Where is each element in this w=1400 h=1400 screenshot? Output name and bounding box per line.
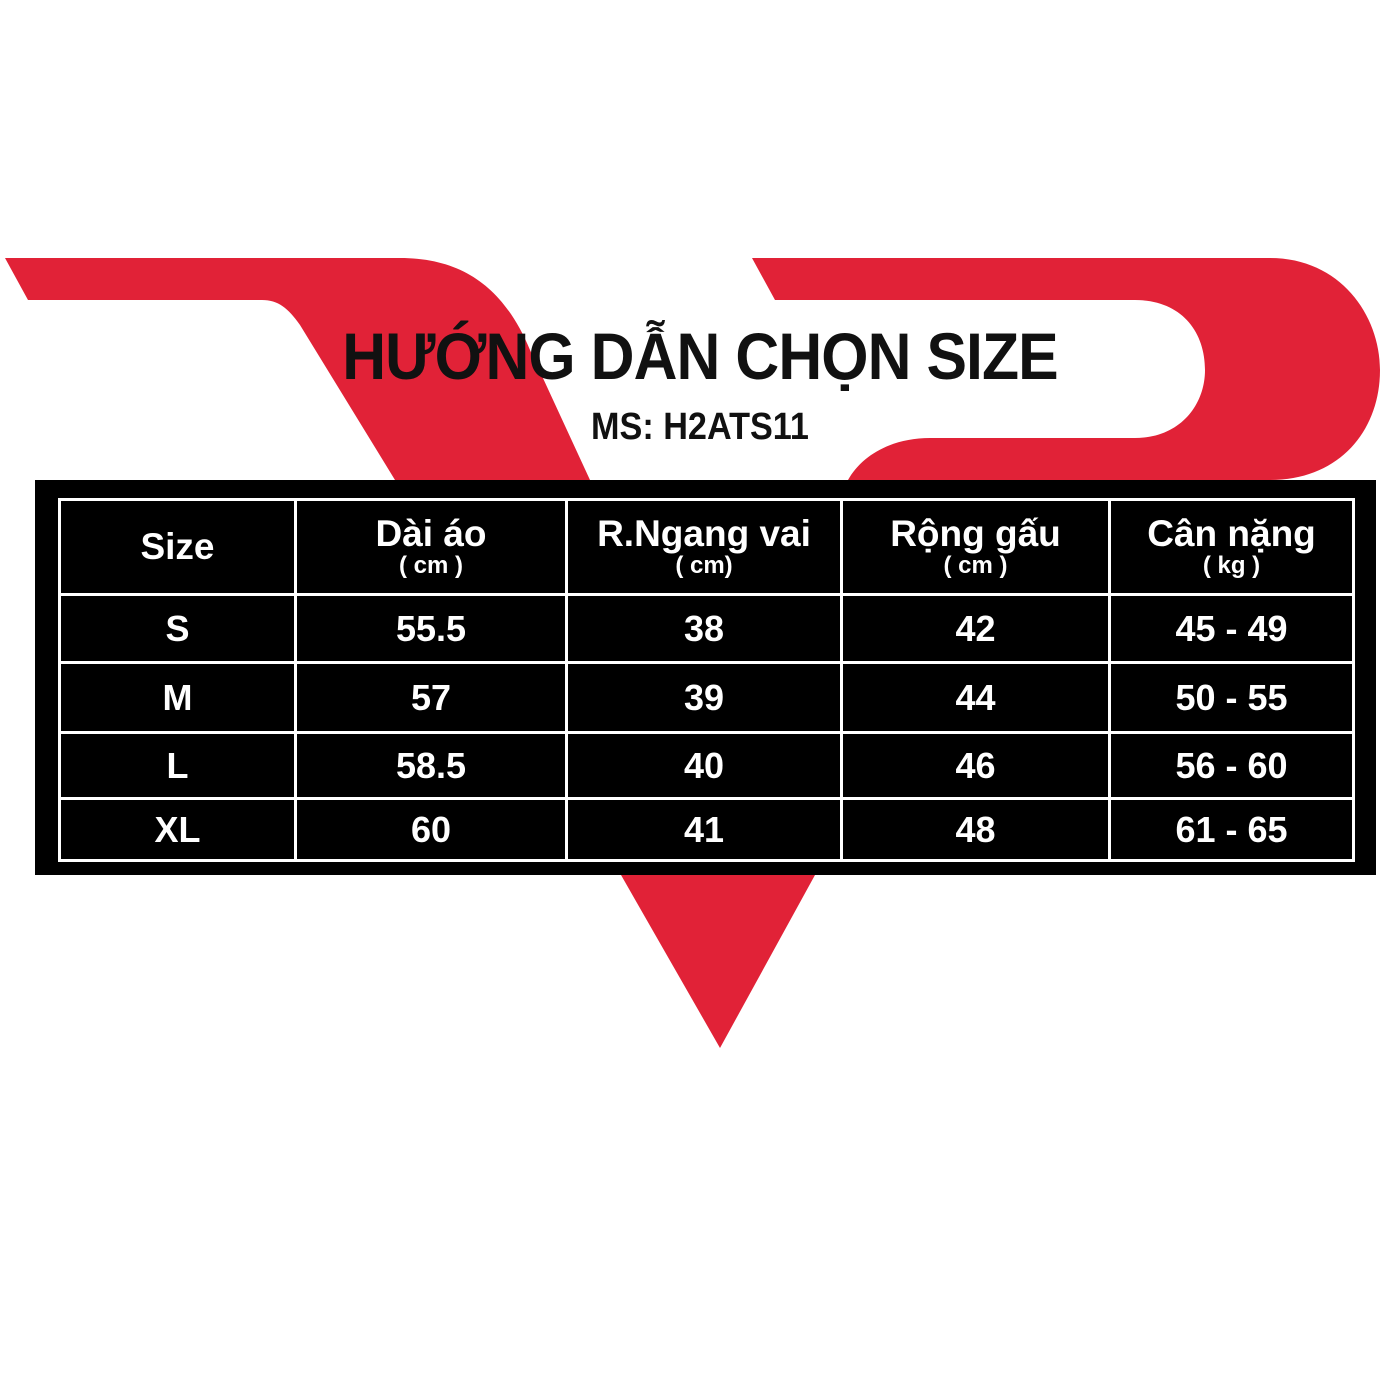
cell-size: L (58, 731, 297, 800)
size-table: Size Dài áo( cm ) R.Ngang vai( cm) Rộng … (58, 498, 1355, 862)
cell-size: S (58, 593, 297, 664)
header-weight: Cân nặng( kg ) (1108, 498, 1355, 596)
cell: 40 (565, 731, 843, 800)
cell: 58.5 (294, 731, 568, 800)
cell: 44 (840, 661, 1111, 734)
cell: 39 (565, 661, 843, 734)
cell: 38 (565, 593, 843, 664)
cell: 42 (840, 593, 1111, 664)
cell: 56 - 60 (1108, 731, 1355, 800)
cell: 61 - 65 (1108, 797, 1355, 862)
header-unit: ( cm) (675, 552, 733, 579)
page-title: HƯỚNG DẪN CHỌN SIZE (342, 319, 1058, 393)
cell: 55.5 (294, 593, 568, 664)
header-label: Dài áo (375, 513, 487, 554)
size-table-panel: Size Dài áo( cm ) R.Ngang vai( cm) Rộng … (35, 480, 1376, 875)
header-size: Size (58, 498, 297, 596)
cell: 41 (565, 797, 843, 862)
header-shoulder: R.Ngang vai( cm) (565, 498, 843, 596)
table-row: XL 60 41 48 61 - 65 (58, 797, 1355, 862)
cell-size: XL (58, 797, 297, 862)
header-hem: Rộng gấu( cm ) (840, 498, 1111, 596)
cell: 46 (840, 731, 1111, 800)
logo-d-shape (752, 258, 1380, 480)
header-unit: ( cm ) (398, 552, 463, 579)
header-label: Rộng gấu (890, 513, 1061, 554)
table-row: L 58.5 40 46 56 - 60 (58, 731, 1355, 800)
header-length: Dài áo( cm ) (294, 498, 568, 596)
table-header-row: Size Dài áo( cm ) R.Ngang vai( cm) Rộng … (58, 498, 1355, 596)
cell: 48 (840, 797, 1111, 862)
table-row: S 55.5 38 42 45 - 49 (58, 593, 1355, 664)
cell-size: M (58, 661, 297, 734)
product-code: MS: H2ATS11 (591, 406, 809, 448)
table-row: M 57 39 44 50 - 55 (58, 661, 1355, 734)
header-label: Size (140, 526, 215, 567)
header-label: Cân nặng (1147, 513, 1316, 554)
header-unit: ( cm ) (943, 552, 1008, 579)
cell: 60 (294, 797, 568, 862)
cell: 45 - 49 (1108, 593, 1355, 664)
header-unit: ( kg ) (1202, 552, 1261, 579)
header-label: R.Ngang vai (597, 513, 811, 554)
cell: 50 - 55 (1108, 661, 1355, 734)
cell: 57 (294, 661, 568, 734)
